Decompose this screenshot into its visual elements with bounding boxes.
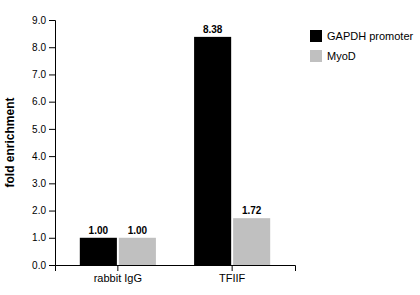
bar	[80, 238, 117, 265]
y-tick: 1.0	[32, 232, 55, 243]
x-tick-label: rabbit IgG	[94, 272, 142, 284]
chart: 1.00 8.38 1.00 1.72 rabbit IgG TFIIF 0.0 1.0 2.0…	[0, 0, 420, 295]
legend-swatch	[310, 30, 322, 42]
y-tick: 2.0	[32, 205, 55, 216]
y-tick-label: 3.0	[32, 178, 46, 189]
y-tick: 5.0	[32, 124, 55, 135]
plot: 1.00 8.38 1.00 1.72 rabbit IgG TFIIF 0.0 1.0 2.0…	[32, 15, 295, 284]
y-tick: 8.0	[32, 42, 55, 53]
x-tick-mark	[232, 265, 233, 271]
legend-item: GAPDH promoter	[310, 30, 414, 42]
bar	[119, 238, 156, 265]
y-tick-mark	[49, 265, 55, 266]
y-tick-mark	[49, 183, 55, 184]
data-label: 1.72	[242, 205, 262, 216]
y-tick: 6.0	[32, 96, 55, 107]
legend-label: MyoD	[327, 50, 356, 62]
y-axis: 0.0 1.0 2.0 3.0 4.0 5.0 6.0 7.0 8.0 9.0	[32, 15, 55, 271]
y-axis-title: fold enrichment	[3, 97, 17, 187]
y-tick-label: 4.0	[32, 151, 46, 162]
x-axis-line	[56, 266, 296, 272]
y-tick-label: 1.0	[32, 232, 46, 243]
y-tick-label: 2.0	[32, 205, 46, 216]
x-axis: rabbit IgG TFIIF	[56, 265, 296, 284]
y-tick: 9.0	[32, 15, 55, 26]
data-label: 8.38	[203, 24, 223, 35]
legend-label: GAPDH promoter	[327, 30, 414, 42]
x-tick-mark	[117, 265, 118, 271]
bar	[233, 218, 270, 265]
y-tick-mark	[49, 20, 55, 21]
y-tick: 4.0	[32, 151, 55, 162]
y-tick-mark	[49, 102, 55, 103]
x-tick: rabbit IgG	[94, 265, 142, 284]
y-tick: 0.0	[32, 260, 55, 271]
legend-item: MyoD	[310, 50, 356, 62]
y-tick-label: 6.0	[32, 96, 46, 107]
x-tick-label: TFIIF	[219, 272, 246, 284]
y-tick-label: 7.0	[32, 69, 46, 80]
y-tick-mark	[49, 156, 55, 157]
y-tick-label: 5.0	[32, 124, 46, 135]
y-tick: 3.0	[32, 178, 55, 189]
y-tick-label: 0.0	[32, 260, 46, 271]
data-label: 1.00	[89, 225, 109, 236]
y-tick-mark	[49, 238, 55, 239]
data-labels: 1.00 8.38 1.00 1.72	[89, 24, 262, 236]
y-axis-line	[49, 21, 56, 266]
y-tick-mark	[49, 129, 55, 130]
y-tick-mark	[49, 211, 55, 212]
y-tick-label: 9.0	[32, 15, 46, 26]
y-tick-label: 8.0	[32, 42, 46, 53]
y-tick-mark	[49, 47, 55, 48]
data-label: 1.00	[128, 225, 148, 236]
y-tick-mark	[49, 74, 55, 75]
x-tick: TFIIF	[219, 265, 246, 284]
legend: GAPDH promoter MyoD	[310, 30, 414, 62]
bars	[80, 37, 270, 265]
legend-swatch	[310, 50, 322, 62]
bar	[194, 37, 231, 265]
y-tick: 7.0	[32, 69, 55, 80]
